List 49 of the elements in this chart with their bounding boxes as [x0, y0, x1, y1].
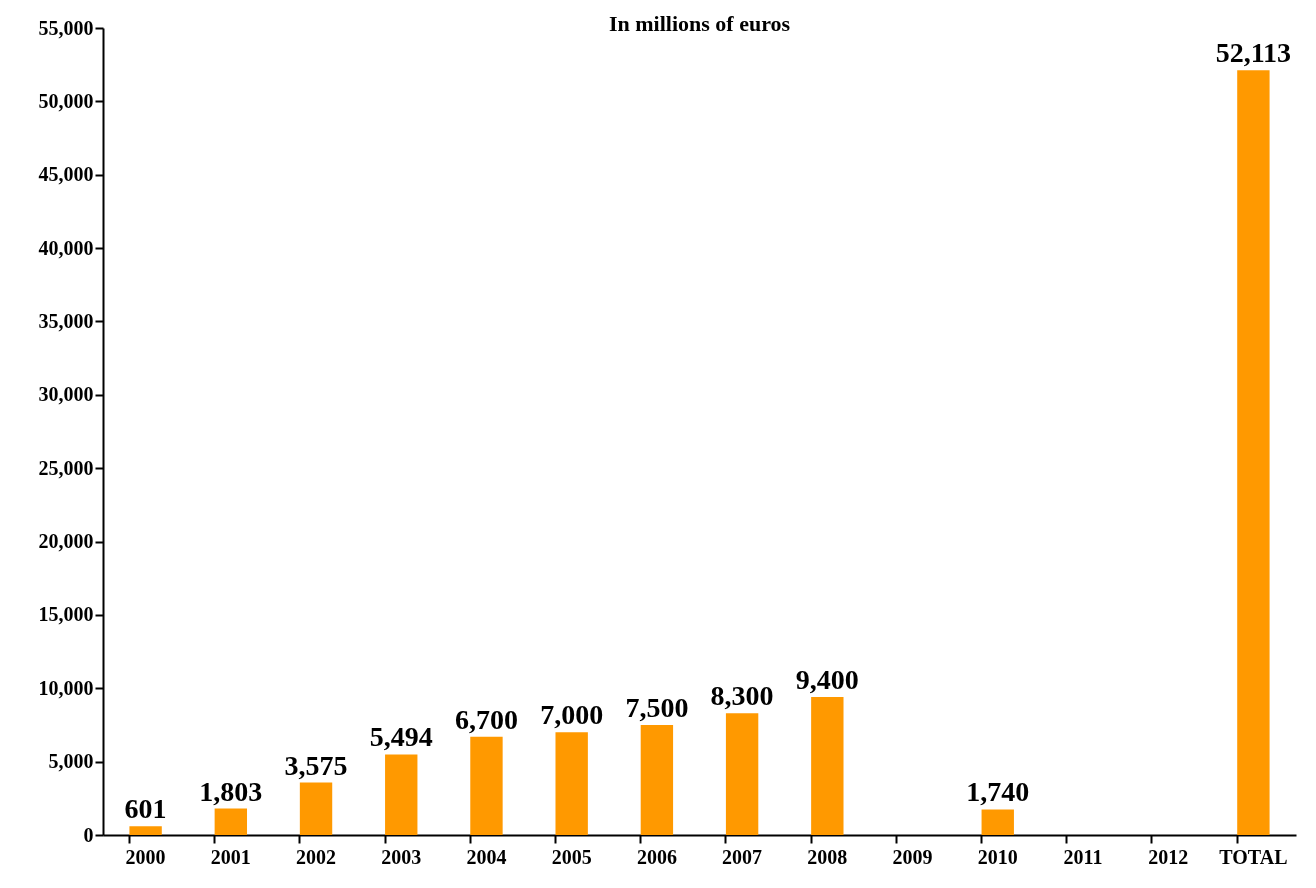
y-tick-label: 55,000 — [38, 16, 94, 39]
bar — [725, 713, 759, 835]
x-tick-label: 2001 — [210, 845, 251, 868]
x-tick-label: 2003 — [381, 845, 422, 868]
bar — [299, 782, 333, 835]
x-tick-label: 2008 — [807, 845, 848, 868]
data-label: 1,803 — [199, 775, 263, 807]
bar — [129, 826, 162, 835]
data-label: 9,400 — [795, 664, 859, 696]
x-tick-label: 2012 — [1148, 845, 1189, 868]
y-tick-label: 35,000 — [38, 309, 94, 332]
bar — [214, 808, 248, 835]
y-tick-label: 30,000 — [38, 383, 94, 406]
y-tick-label: 45,000 — [38, 163, 94, 186]
data-label: 8,300 — [710, 680, 774, 712]
bar — [1237, 70, 1270, 835]
x-tick-label: 2006 — [636, 845, 677, 868]
x-tick-label: 2010 — [977, 845, 1018, 868]
y-tick-label: 0 — [83, 823, 94, 846]
x-tick-label: TOTAL — [1219, 845, 1288, 868]
x-tick-label: 2002 — [296, 845, 337, 868]
x-tick-label: 2004 — [466, 845, 507, 868]
bar — [470, 736, 503, 835]
chart-title: In millions of euros — [608, 11, 791, 36]
y-tick-label: 10,000 — [38, 676, 94, 699]
data-label: 5,494 — [369, 721, 433, 753]
data-label: 6,700 — [454, 703, 518, 735]
data-label: 601 — [124, 793, 167, 825]
x-tick-label: 2007 — [722, 845, 763, 868]
y-tick-label: 15,000 — [38, 603, 94, 626]
x-tick-label: 2005 — [551, 845, 592, 868]
bar — [811, 697, 844, 835]
data-label: 3,575 — [284, 749, 348, 781]
x-tick-label: 2009 — [892, 845, 933, 868]
data-label: 7,500 — [625, 691, 689, 723]
x-tick-label: 2000 — [125, 845, 166, 868]
bar — [555, 732, 588, 835]
bar — [981, 809, 1014, 835]
bar — [385, 754, 418, 835]
data-label: 7,000 — [540, 699, 604, 731]
y-tick-label: 40,000 — [38, 236, 94, 259]
x-tick-label: 2011 — [1063, 845, 1103, 868]
y-tick-label: 50,000 — [38, 89, 94, 112]
data-label: 1,740 — [966, 776, 1030, 808]
y-tick-label: 25,000 — [38, 456, 94, 479]
data-label: 52,113 — [1215, 37, 1292, 69]
bar — [640, 724, 674, 835]
y-tick-label: 5,000 — [48, 750, 94, 773]
y-tick-label: 20,000 — [38, 530, 94, 553]
